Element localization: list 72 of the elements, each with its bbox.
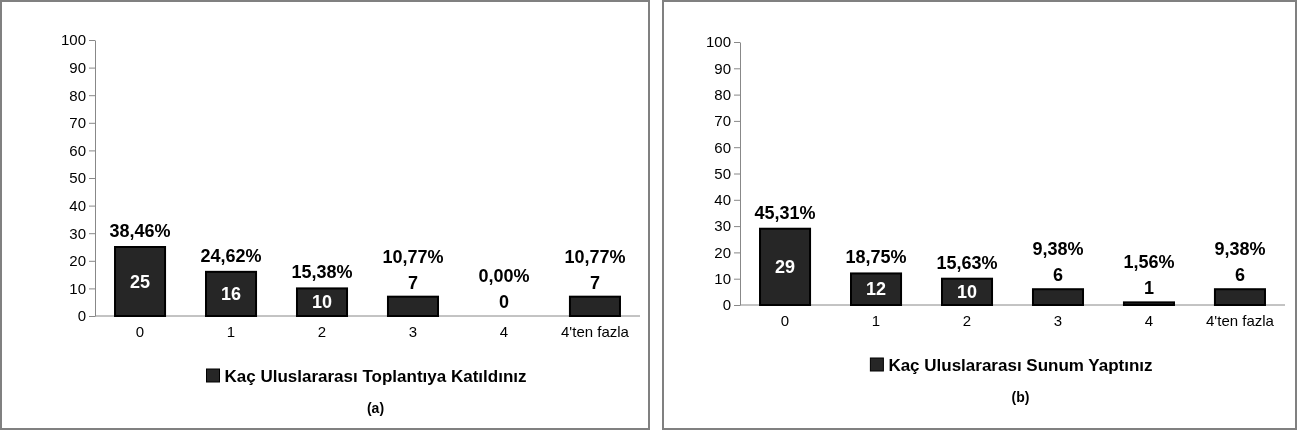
annotation: 38,46% [109, 221, 171, 241]
x-tick-label: 3 [408, 322, 418, 340]
annotation: 0,00% [478, 266, 530, 286]
y-tick-label: 50 [69, 169, 86, 187]
data-label: 29 [775, 256, 796, 277]
data-label: 6 [1052, 265, 1063, 286]
bar [1213, 288, 1266, 306]
y-tick-label: 60 [714, 138, 731, 156]
annotation: 9,38% [1032, 239, 1084, 260]
y-tick-label: 100 [60, 31, 86, 49]
bar [568, 295, 621, 317]
y-tick-label: 90 [714, 59, 731, 77]
x-tick-label: 2 [317, 322, 327, 340]
x-tick-label: 1 [226, 322, 236, 340]
y-tick-label: 80 [714, 85, 731, 103]
y-tick-label: 50 [714, 164, 731, 182]
data-label: 7 [407, 272, 418, 293]
annotation: 10,77% [382, 246, 444, 267]
annotation: 45,31% [754, 202, 816, 223]
data-label: 7 [589, 272, 600, 293]
annotation: 15,63% [936, 252, 998, 273]
x-tick-label: 1 [871, 311, 881, 329]
bar [386, 295, 440, 317]
data-label: 16 [221, 283, 242, 304]
legend-label: Kaç Uluslararası Toplantıya Katıldınız [224, 367, 527, 386]
bar [850, 272, 903, 306]
y-tick-label: 30 [714, 217, 731, 235]
data-label: 12 [866, 279, 887, 300]
bar [1031, 288, 1085, 306]
y-tick-label: 70 [714, 112, 731, 130]
x-tick-label: 0 [780, 311, 790, 329]
y-tick-label: 20 [69, 252, 86, 270]
bar [1122, 301, 1175, 306]
bar [295, 287, 349, 317]
y-tick-label: 60 [69, 141, 86, 159]
bar [205, 270, 258, 317]
bar [114, 246, 167, 317]
x-tick-label: 3 [1053, 311, 1063, 329]
y-tick-label: 90 [69, 58, 86, 76]
x-tick-label: 2 [962, 311, 972, 329]
y-tick-label: 70 [69, 114, 86, 132]
x-tick-label: 4'ten fazla [1206, 311, 1275, 329]
x-tick-label: 4'ten fazla [561, 322, 630, 340]
data-label: 6 [1234, 265, 1245, 286]
data-label: 25 [130, 271, 151, 292]
data-label: 1 [1143, 278, 1154, 299]
y-tick-label: 30 [69, 224, 86, 242]
data-label: 10 [311, 292, 333, 313]
bar [940, 277, 994, 306]
y-tick-label: 10 [714, 270, 731, 287]
y-tick-label: 10 [69, 279, 86, 297]
text: (a) [366, 400, 385, 416]
data-label: 0 [498, 292, 509, 312]
y-tick-label: 100 [705, 33, 731, 51]
x-tick-label: 4 [1144, 311, 1154, 329]
bar [759, 227, 812, 306]
annotation: 18,75% [845, 247, 907, 268]
annotation: 24,62% [200, 245, 262, 266]
annotation: 9,38% [1214, 239, 1266, 260]
annotation: 15,38% [291, 262, 353, 283]
x-tick-label: 4 [499, 322, 509, 340]
y-tick-label: 0 [722, 296, 731, 314]
annotation: 10,77% [564, 246, 626, 267]
y-tick-label: 80 [69, 86, 86, 104]
text: (b) [1011, 389, 1030, 405]
y-tick-label: 40 [69, 196, 86, 214]
y-tick-label: 20 [714, 243, 731, 261]
y-tick-label: 40 [714, 191, 731, 209]
legend-label: Kaç Uluslararası Sunum Yaptınız [888, 356, 1153, 375]
x-tick-label: 0 [135, 322, 145, 340]
annotation: 1,56% [1123, 252, 1175, 273]
data-label: 10 [956, 281, 978, 302]
